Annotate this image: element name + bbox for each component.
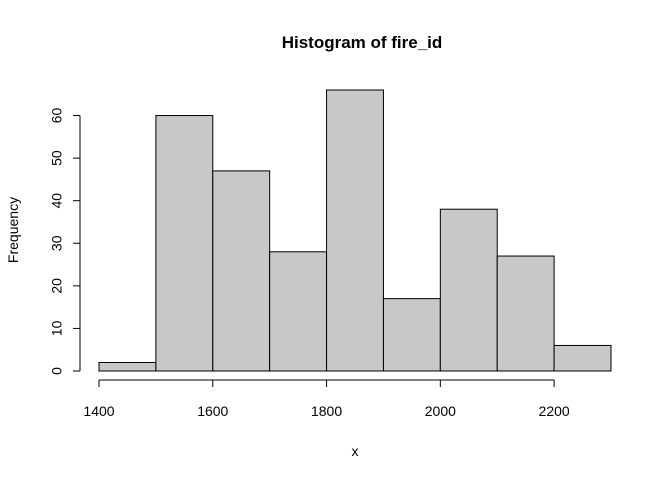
histogram-bar-1600-1700 [212, 170, 271, 372]
y-axis: 0 10 20 30 40 50 60 [49, 108, 81, 375]
y-tick-label: 10 [49, 320, 65, 336]
histogram-bar-1500-1600 [155, 115, 214, 372]
histogram-bar-2100-2200 [496, 255, 555, 372]
x-tick-label: 2000 [425, 403, 456, 419]
y-tick-label: 20 [49, 278, 65, 294]
x-tick-label: 1400 [83, 403, 114, 419]
x-tick-label: 1600 [197, 403, 228, 419]
x-axis-label: x [352, 443, 359, 459]
chart-title: Histogram of fire_id [282, 33, 443, 52]
bars-group [98, 89, 612, 372]
y-tick-label: 50 [49, 150, 65, 166]
histogram-bar-2200-2300 [553, 344, 612, 372]
x-tick-label: 1800 [311, 403, 342, 419]
y-tick-label: 40 [49, 193, 65, 209]
histogram-bar-1900-2000 [382, 298, 441, 372]
histogram-bar-2000-2100 [439, 208, 498, 372]
histogram-bar-1700-1800 [269, 251, 328, 372]
histogram-bar-1400-1500 [98, 361, 157, 372]
histogram-bar-1800-1900 [326, 89, 384, 372]
y-tick-label: 0 [49, 367, 65, 375]
y-tick-label: 60 [49, 108, 65, 124]
x-tick-label: 2200 [539, 403, 570, 419]
y-tick-label: 30 [49, 235, 65, 251]
x-axis: 1400 1600 1800 2000 2200 [83, 379, 570, 419]
y-axis-label: Frequency [5, 197, 21, 263]
